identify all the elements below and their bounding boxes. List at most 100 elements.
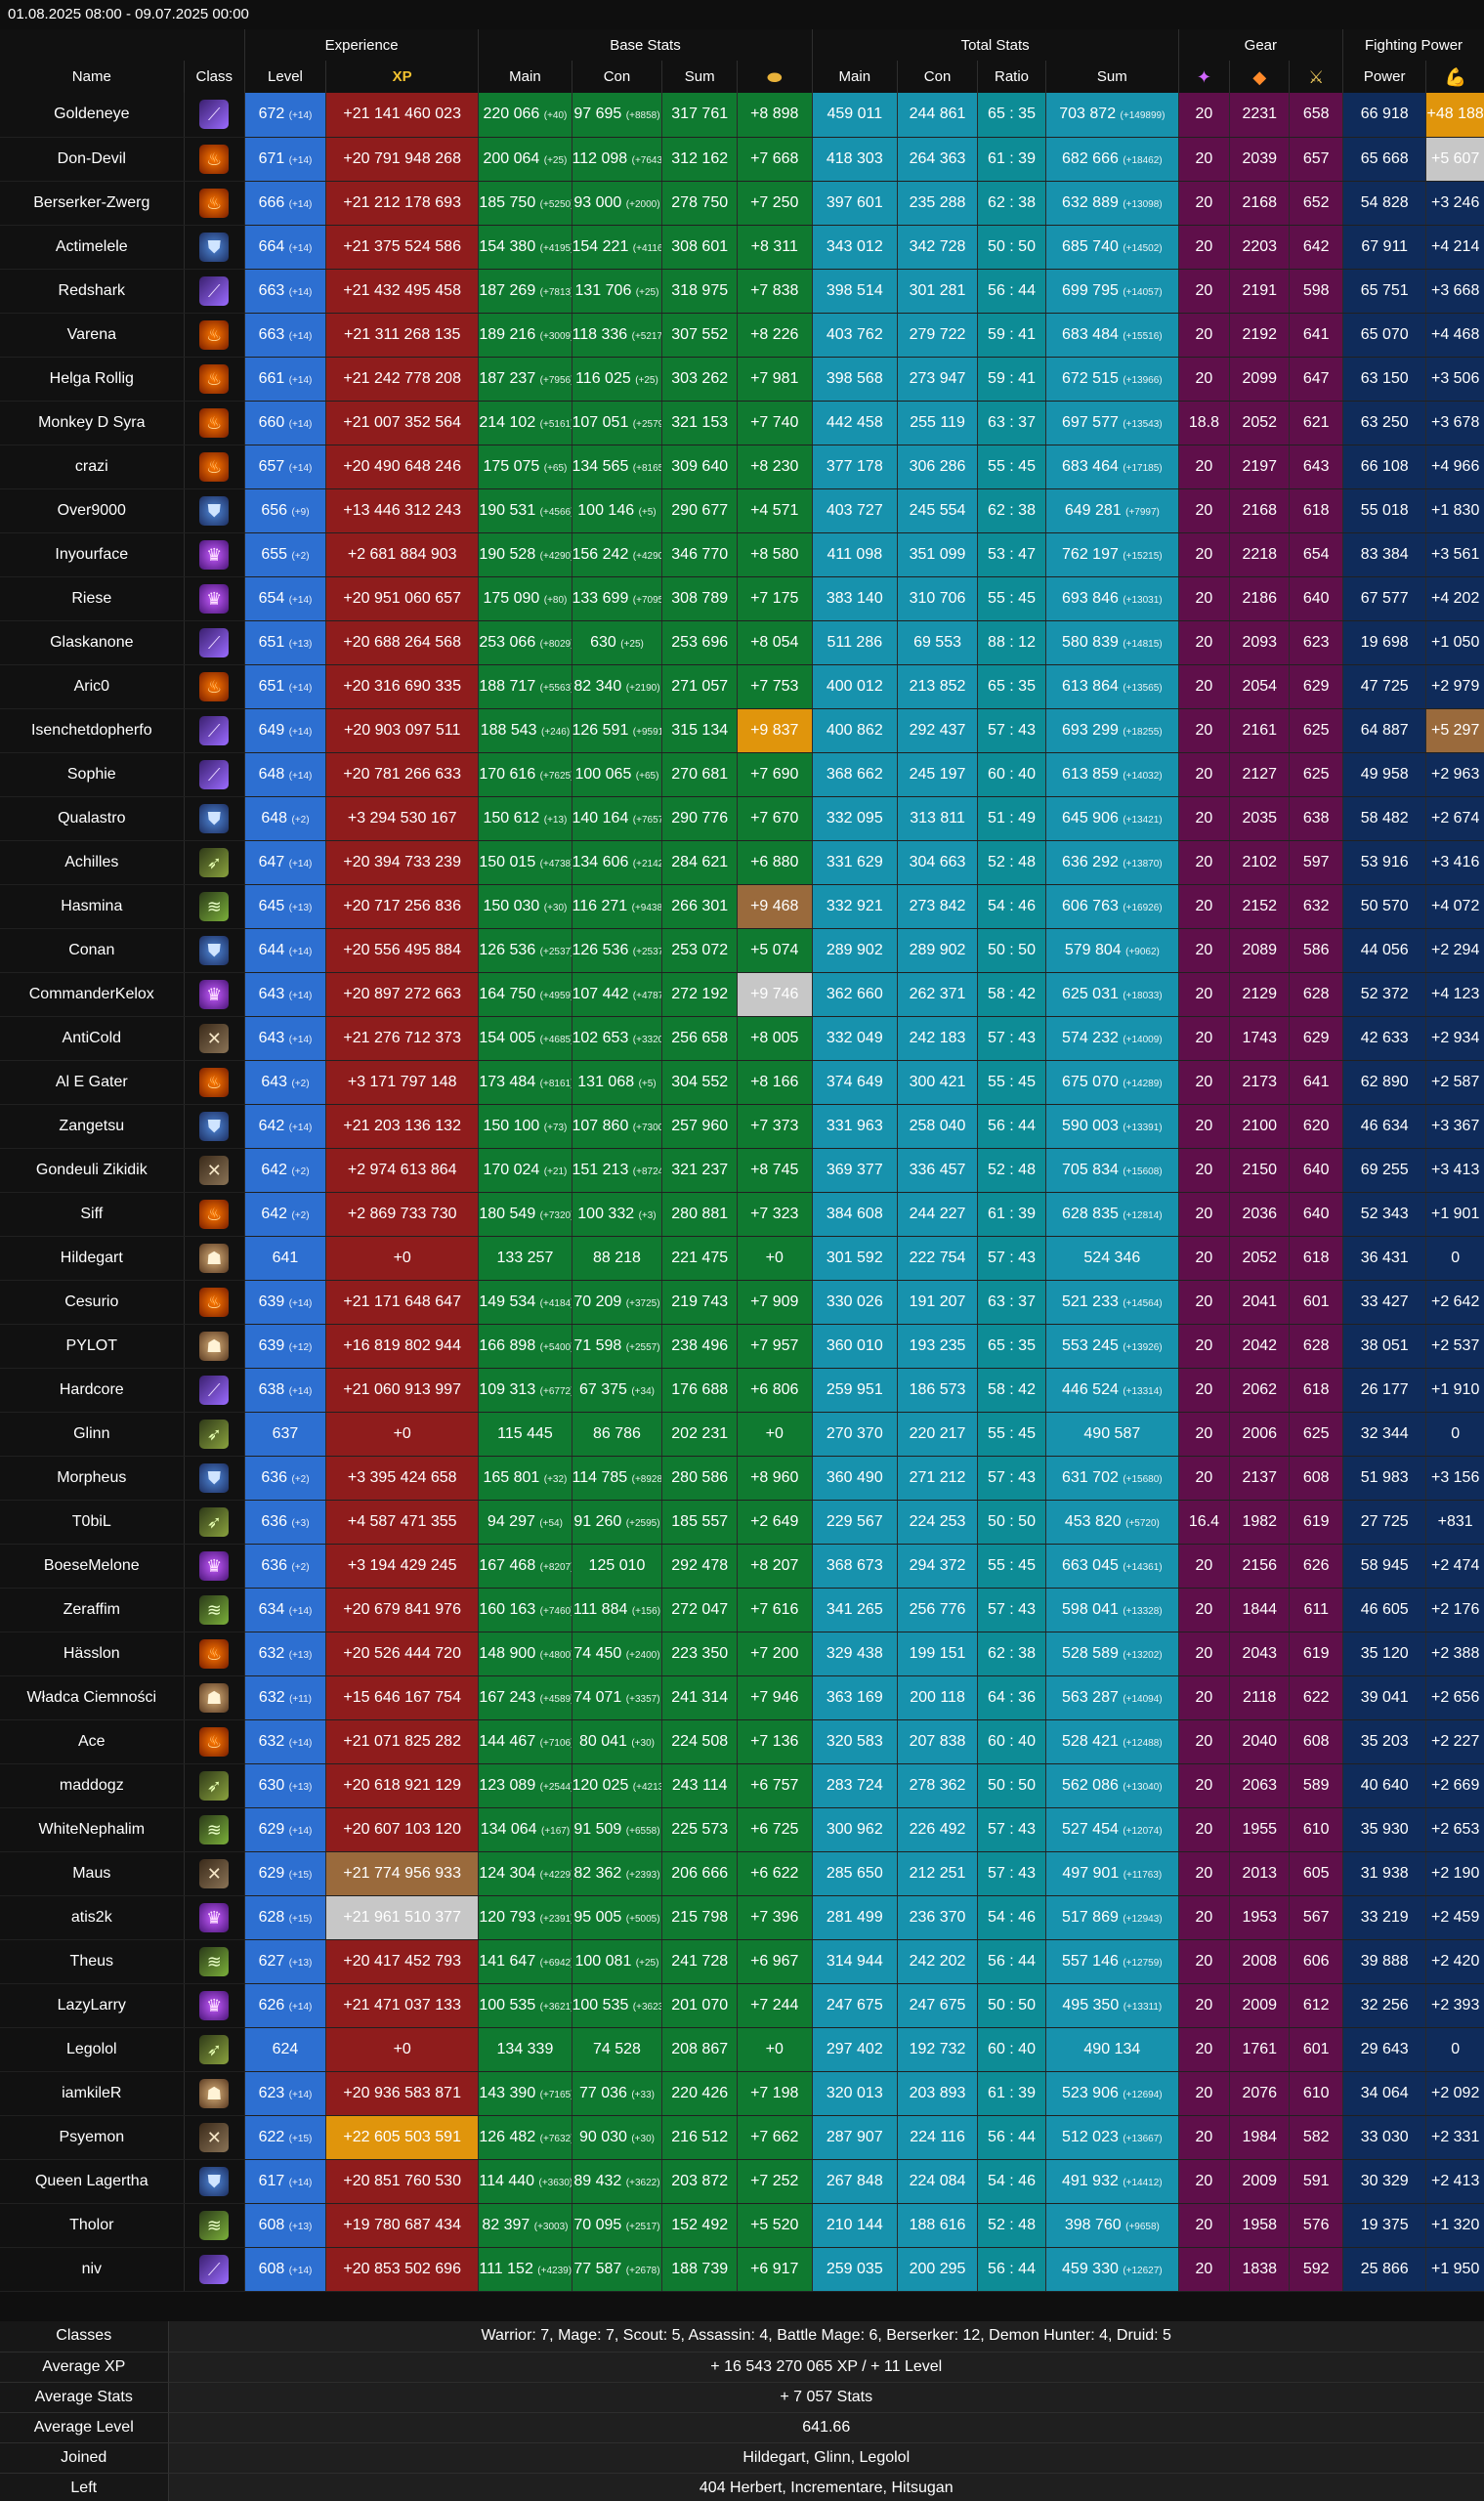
table-row[interactable]: Achilles ➶ 647 (+14) +20 394 733 239 150 015…: [0, 840, 1484, 885]
table-row[interactable]: Gondeuli Zikidik ✕ 642 (+2) +2 974 613 864 1…: [0, 1148, 1484, 1193]
table-row[interactable]: Helga Rollig ♨ 661 (+14) +21 242 778 208 187…: [0, 357, 1484, 402]
col-total-main[interactable]: Main: [811, 61, 898, 93]
col-class[interactable]: Class: [183, 61, 245, 93]
level-cell: 648 (+2): [243, 796, 326, 841]
table-row[interactable]: Maus ✕ 629 (+15) +21 774 956 933 124 304 (+4…: [0, 1851, 1484, 1896]
table-row[interactable]: Al E Gater ♨ 643 (+2) +3 171 797 148 173 484…: [0, 1060, 1484, 1105]
base-con-cell: 107 860 (+7300): [571, 1104, 662, 1149]
col-con[interactable]: Con: [571, 61, 662, 93]
col-gear-gem[interactable]: ◆: [1229, 61, 1290, 93]
ratio-cell: 50 : 50: [977, 928, 1046, 973]
table-row[interactable]: Glaskanone ⟋ 651 (+13) +20 688 264 568 253 0…: [0, 620, 1484, 665]
table-row[interactable]: Władca Ciemności ☗ 632 (+11) +15 646 167 75…: [0, 1675, 1484, 1720]
table-row[interactable]: Hässlon ♨ 632 (+13) +20 526 444 720 148 900 …: [0, 1632, 1484, 1676]
table-row[interactable]: iamkileR ☗ 623 (+14) +20 936 583 871 143 390…: [0, 2071, 1484, 2116]
player-name: Glaskanone: [0, 620, 185, 665]
gear-weapon-cell: 610: [1289, 1807, 1343, 1852]
base-main-cell: 190 531 (+4566): [478, 488, 572, 533]
table-row[interactable]: Berserker-Zwerg ♨ 666 (+14) +21 212 178 693…: [0, 181, 1484, 226]
gear-gem-cell: 1953: [1229, 1895, 1290, 1940]
col-gear-item[interactable]: ✦: [1177, 61, 1230, 93]
table-row[interactable]: PYLOT ☗ 639 (+12) +16 819 802 944 166 898 (+…: [0, 1324, 1484, 1369]
table-row[interactable]: Hildegart ☗ 641 +0 133 257 88 218 221 475 +0…: [0, 1236, 1484, 1281]
table-row[interactable]: Morpheus ⛊ 636 (+2) +3 395 424 658 165 801 (…: [0, 1456, 1484, 1501]
col-ratio[interactable]: Ratio: [977, 61, 1046, 93]
table-row[interactable]: Theus ≋ 627 (+13) +20 417 452 793 141 647 (+…: [0, 1939, 1484, 1984]
total-sum-cell: 497 901 (+11763): [1045, 1851, 1179, 1896]
table-row[interactable]: BoeseMelone ♛ 636 (+2) +3 194 429 245 167 46…: [0, 1544, 1484, 1589]
player-name: AntiCold: [0, 1016, 185, 1061]
class-cell: ⟋: [183, 752, 245, 797]
gem-icon: ◆: [1252, 66, 1267, 87]
xp-gain-cell: +2 869 733 730: [324, 1192, 479, 1237]
gear-item-cell: 20: [1177, 1456, 1230, 1501]
table-row[interactable]: Riese ♛ 654 (+14) +20 951 060 657 175 090 (+…: [0, 576, 1484, 621]
table-row[interactable]: Actimelele ⛊ 664 (+14) +21 375 524 586 154 3…: [0, 225, 1484, 270]
table-row[interactable]: Sophie ⟋ 648 (+14) +20 781 266 633 170 616 (…: [0, 752, 1484, 797]
col-gold[interactable]: ⬬: [736, 61, 813, 93]
table-row[interactable]: Over9000 ⛊ 656 (+9) +13 446 312 243 190 531 …: [0, 488, 1484, 533]
table-row[interactable]: Legolol ➶ 624 +0 134 339 74 528 208 867 +0 29…: [0, 2027, 1484, 2072]
table-row[interactable]: Conan ⛊ 644 (+14) +20 556 495 884 126 536 (+…: [0, 928, 1484, 973]
table-row[interactable]: Psyemon ✕ 622 (+15) +22 605 503 591 126 482 …: [0, 2115, 1484, 2160]
gold-gain-cell: +6 880: [736, 840, 813, 885]
total-con-cell: 264 363: [897, 137, 978, 182]
gear-weapon-cell: 620: [1289, 1104, 1343, 1149]
table-row[interactable]: Hasmina ≋ 645 (+13) +20 717 256 836 150 030 …: [0, 884, 1484, 929]
table-row[interactable]: Qualastro ⛊ 648 (+2) +3 294 530 167 150 612 …: [0, 796, 1484, 841]
table-row[interactable]: Goldeneye ⟋ 672 (+14) +21 141 460 023 220 06…: [0, 93, 1484, 138]
col-sum[interactable]: Sum: [661, 61, 738, 93]
gear-weapon-cell: 640: [1289, 1192, 1343, 1237]
total-main-cell: 314 944: [811, 1939, 898, 1984]
table-row[interactable]: niv ⟋ 608 (+14) +20 853 502 696 111 152 (+42…: [0, 2247, 1484, 2292]
col-gear-weapon[interactable]: ⚔: [1289, 61, 1343, 93]
table-row[interactable]: Inyourface ♛ 655 (+2) +2 681 884 903 190 528…: [0, 532, 1484, 577]
col-main[interactable]: Main: [478, 61, 572, 93]
col-xp[interactable]: XP: [324, 61, 479, 93]
table-row[interactable]: Zangetsu ⛊ 642 (+14) +21 203 136 132 150 100…: [0, 1104, 1484, 1149]
base-con-cell: 93 000 (+2000): [571, 181, 662, 226]
group-total-stats: Total Stats: [811, 29, 1179, 61]
base-sum-cell: 272 192: [661, 972, 738, 1017]
table-row[interactable]: Aric0 ♨ 651 (+14) +20 316 690 335 188 717 (+…: [0, 664, 1484, 709]
power-cell: 35 120: [1342, 1632, 1426, 1676]
mage-class-icon: ⟋: [199, 276, 230, 306]
table-row[interactable]: Ace ♨ 632 (+14) +21 071 825 282 144 467 (+71…: [0, 1719, 1484, 1764]
col-level[interactable]: Level: [243, 61, 326, 93]
level-cell: 660 (+14): [243, 401, 326, 445]
table-row[interactable]: AntiCold ✕ 643 (+14) +21 276 712 373 154 005…: [0, 1016, 1484, 1061]
table-row[interactable]: Queen Lagertha ⛊ 617 (+14) +20 851 760 530 1…: [0, 2159, 1484, 2204]
col-total-sum[interactable]: Sum: [1045, 61, 1179, 93]
table-row[interactable]: Hardcore ⟋ 638 (+14) +21 060 913 997 109 313…: [0, 1368, 1484, 1413]
xp-gain-cell: +21 242 778 208: [324, 357, 479, 402]
table-row[interactable]: T0biL ➶ 636 (+3) +4 587 471 355 94 297 (+54)…: [0, 1500, 1484, 1545]
power-cell: 31 938: [1342, 1851, 1426, 1896]
table-row[interactable]: CommanderKelox ♛ 643 (+14) +20 897 272 663 1…: [0, 972, 1484, 1017]
table-row[interactable]: Zeraffim ≋ 634 (+14) +20 679 841 976 160 163…: [0, 1588, 1484, 1632]
ratio-cell: 50 : 50: [977, 225, 1046, 270]
table-row[interactable]: LazyLarry ♛ 626 (+14) +21 471 037 133 100 53…: [0, 1983, 1484, 2028]
total-con-cell: 224 253: [897, 1500, 978, 1545]
table-row[interactable]: Don-Devil ♨ 671 (+14) +20 791 948 268 200 06…: [0, 137, 1484, 182]
col-power[interactable]: Power: [1342, 61, 1426, 93]
table-row[interactable]: Siff ♨ 642 (+2) +2 869 733 730 180 549 (+732…: [0, 1192, 1484, 1237]
table-row[interactable]: Isenchetdopherfo ⟋ 649 (+14) +20 903 097 51…: [0, 708, 1484, 753]
table-row[interactable]: Cesurio ♨ 639 (+14) +21 171 648 647 149 534 …: [0, 1280, 1484, 1325]
scout-class-icon: ➶: [199, 847, 230, 877]
table-row[interactable]: crazi ♨ 657 (+14) +20 490 648 246 175 075 (+…: [0, 445, 1484, 489]
table-row[interactable]: Redshark ⟋ 663 (+14) +21 432 495 458 187 269…: [0, 269, 1484, 314]
base-con-cell: 156 242 (+4290): [571, 532, 662, 577]
base-con-cell: 100 332 (+3): [571, 1192, 662, 1237]
gold-gain-cell: +7 373: [736, 1104, 813, 1149]
table-row[interactable]: atis2k ♛ 628 (+15) +21 961 510 377 120 793 (…: [0, 1895, 1484, 1940]
table-row[interactable]: Tholor ≋ 608 (+13) +19 780 687 434 82 397 (+…: [0, 2203, 1484, 2248]
col-total-con[interactable]: Con: [897, 61, 978, 93]
col-power-gain[interactable]: 💪: [1425, 61, 1484, 93]
table-row[interactable]: WhiteNephalim ≋ 629 (+14) +20 607 103 120 13…: [0, 1807, 1484, 1852]
table-row[interactable]: maddogz ➶ 630 (+13) +20 618 921 129 123 089 …: [0, 1763, 1484, 1808]
table-row[interactable]: Glinn ➶ 637 +0 115 445 86 786 202 231 +0 270 …: [0, 1412, 1484, 1457]
table-row[interactable]: Varena ♨ 663 (+14) +21 311 268 135 189 216 (…: [0, 313, 1484, 358]
table-row[interactable]: Monkey D Syra ♨ 660 (+14) +21 007 352 564 21…: [0, 401, 1484, 445]
col-name[interactable]: Name: [0, 61, 185, 93]
